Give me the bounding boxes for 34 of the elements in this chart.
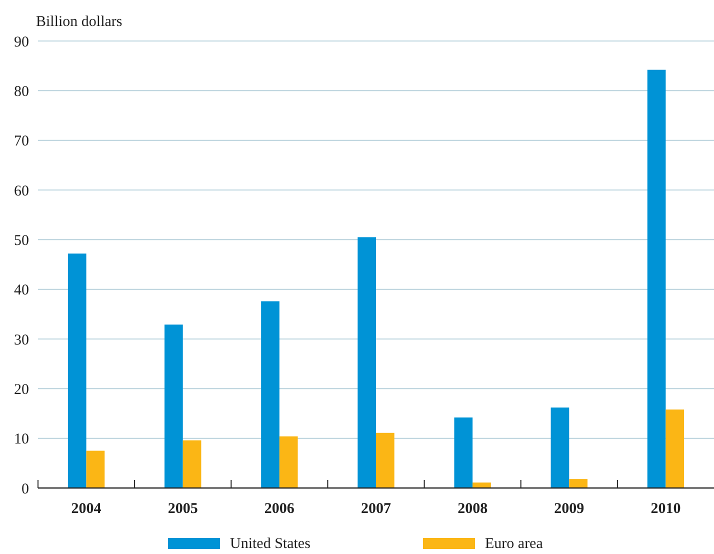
x-tick-label: 2010 bbox=[650, 501, 681, 517]
x-tick-label: 2006 bbox=[264, 501, 295, 517]
bar bbox=[472, 482, 491, 488]
bar bbox=[569, 479, 588, 488]
bar bbox=[68, 254, 86, 488]
y-tick-label: 60 bbox=[14, 183, 29, 200]
y-tick-label: 80 bbox=[14, 84, 29, 100]
x-tick-label: 2009 bbox=[554, 501, 584, 517]
bar bbox=[261, 301, 280, 488]
x-tick-label: 2008 bbox=[458, 501, 488, 517]
y-tick-label: 0 bbox=[22, 481, 29, 498]
bar bbox=[647, 70, 666, 488]
bar bbox=[550, 408, 570, 488]
bar bbox=[454, 417, 473, 488]
y-tick-label: 30 bbox=[14, 332, 29, 348]
x-tick-label: 2005 bbox=[168, 501, 198, 517]
y-tick-label: 10 bbox=[14, 432, 29, 448]
y-axis-title: Billion dollars bbox=[36, 14, 122, 30]
legend-label: Euro area bbox=[485, 536, 544, 552]
y-tick-label: 70 bbox=[14, 134, 29, 150]
bar bbox=[86, 450, 105, 488]
bar bbox=[358, 237, 376, 488]
bar bbox=[279, 436, 298, 488]
y-tick-label: 20 bbox=[14, 382, 29, 398]
x-tick-label: 2004 bbox=[71, 501, 102, 517]
bar bbox=[376, 432, 394, 488]
bar bbox=[164, 324, 183, 488]
bar bbox=[182, 440, 202, 488]
x-tick-label: 2007 bbox=[361, 501, 392, 517]
y-tick-label: 90 bbox=[14, 34, 29, 50]
y-tick-label: 40 bbox=[14, 282, 29, 299]
y-tick-label: 50 bbox=[14, 232, 29, 249]
bar bbox=[666, 410, 684, 488]
legend-label: United States bbox=[230, 536, 311, 552]
